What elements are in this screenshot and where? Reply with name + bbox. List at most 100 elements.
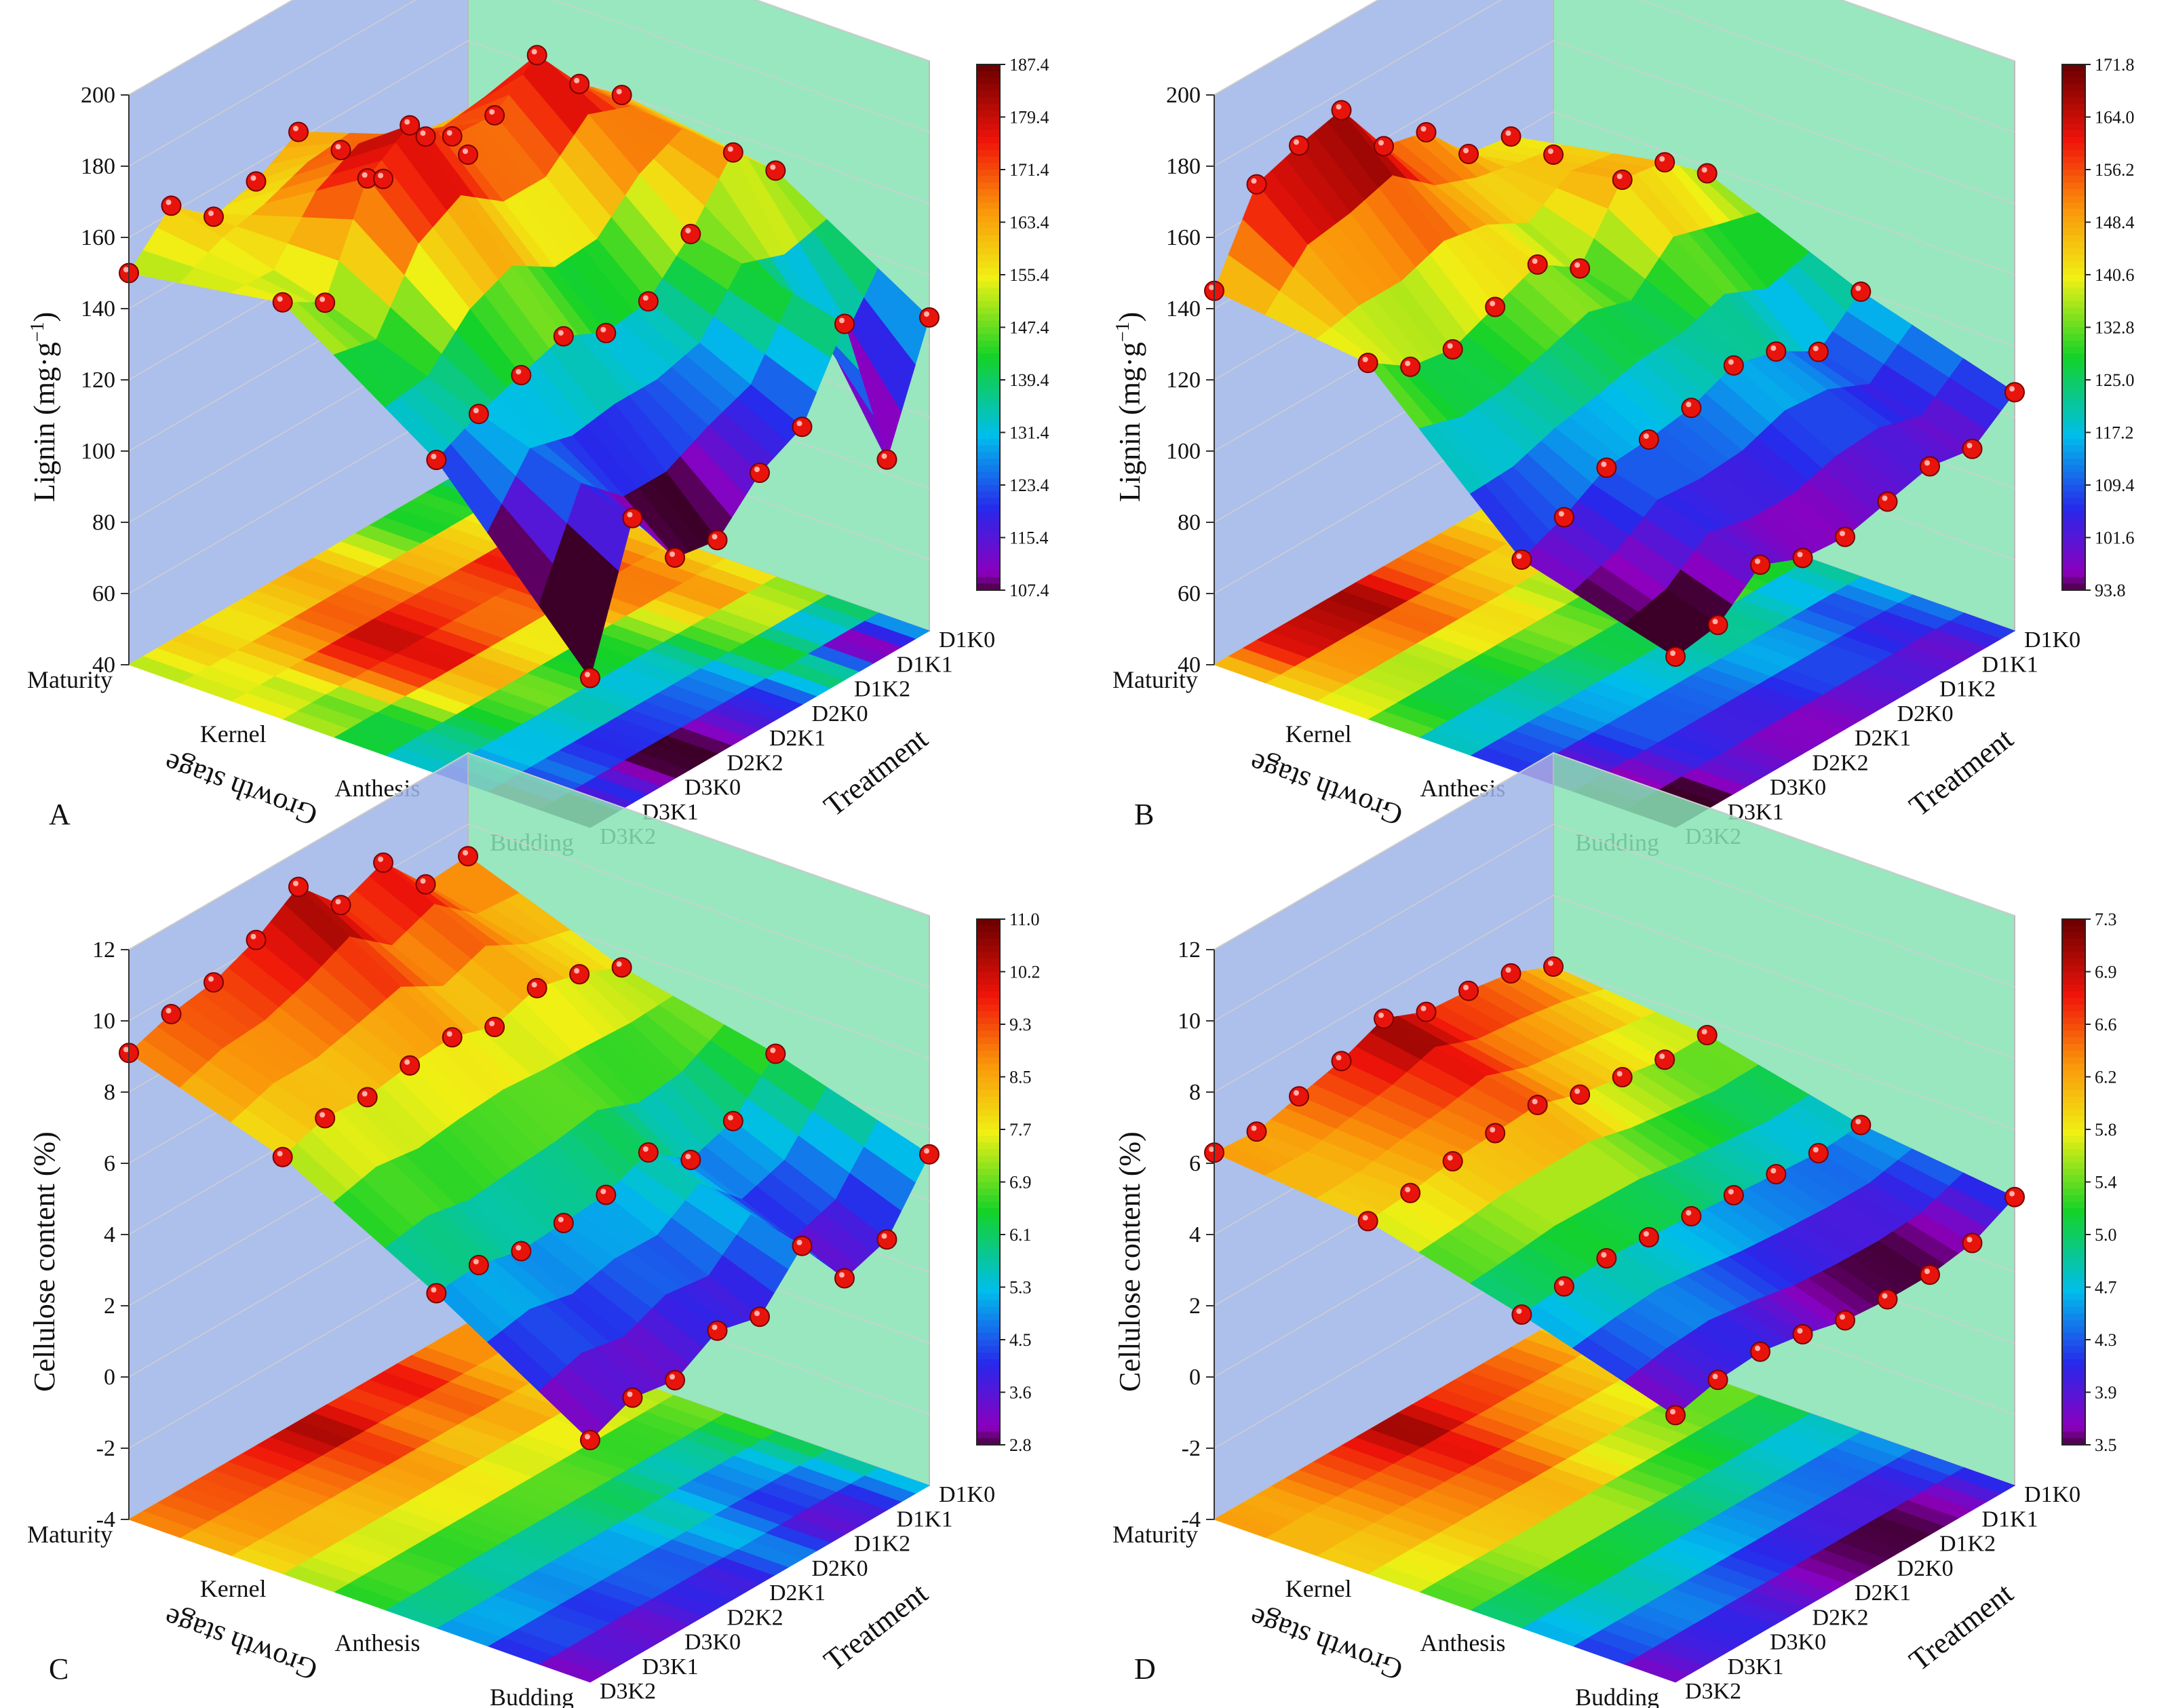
- data-point: [569, 964, 590, 985]
- colorbar-segment: [2062, 1228, 2085, 1235]
- colorbar-segment: [2062, 465, 2085, 473]
- data-point: [638, 1142, 659, 1163]
- z-axis-title-main: Cellulose content (%): [1113, 1131, 1146, 1392]
- colorbar-segment: [977, 1372, 1000, 1380]
- data-point: [876, 449, 897, 470]
- colorbar-segment: [2062, 307, 2085, 315]
- colorbar-segment: [977, 215, 1000, 223]
- data-point: [204, 972, 224, 993]
- data-point: [765, 160, 786, 181]
- colorbar-segment: [2062, 471, 2085, 480]
- data-point: [246, 929, 267, 950]
- colorbar-segment: [2062, 1353, 2085, 1361]
- z-tick-label: -4: [1182, 1507, 1201, 1532]
- colorbar-segment: [2062, 163, 2085, 170]
- colorbar-segment: [977, 288, 1000, 296]
- colorbar-segment: [2062, 1188, 2085, 1196]
- data-point-highlight: [754, 467, 760, 472]
- colorbar-segment: [2062, 524, 2085, 532]
- colorbar-segment: [977, 1247, 1000, 1256]
- colorbar-segment: [2062, 971, 2085, 979]
- colorbar-tick-label: 5.4: [2095, 1173, 2117, 1192]
- colorbar-segment: [2062, 189, 2085, 197]
- z-axis: -4 -2 0 2 4 6 8 10 12 Cellulose content (%): [1113, 937, 1215, 1532]
- data-point-highlight: [404, 1059, 410, 1065]
- data-point-highlight: [600, 327, 606, 332]
- data-point-highlight: [463, 149, 468, 154]
- data-point: [1500, 963, 1522, 984]
- colorbar-segment: [977, 1392, 1000, 1400]
- colorbar-segment: [977, 1129, 1000, 1137]
- surface: [128, 54, 930, 679]
- colorbar-tick-label: 5.8: [2095, 1120, 2117, 1140]
- data-point: [1596, 457, 1617, 478]
- grid-line-z: [128, 752, 930, 950]
- treatment-label: D3K1: [642, 1654, 699, 1680]
- growth-stage-label: Anthesis: [334, 1629, 420, 1656]
- colorbar-segment: [2062, 1070, 2085, 1078]
- colorbar-segment: [2062, 77, 2085, 85]
- colorbar-tick-label: 6.6: [2095, 1015, 2117, 1034]
- data-point: [373, 168, 393, 189]
- data-point-highlight: [319, 296, 326, 303]
- colorbar-segment: [2062, 406, 2085, 414]
- colorbar-segment: [2062, 577, 2085, 585]
- colorbar-tick-label: 107.4: [1009, 581, 1049, 600]
- z-axis-title: Cellulose content (%): [28, 1131, 61, 1392]
- z-tick-label: 180: [1166, 154, 1201, 179]
- data-point: [680, 1150, 701, 1170]
- colorbar-segment: [977, 320, 1000, 328]
- colorbar-segment: [2062, 241, 2085, 250]
- colorbar-segment: [2062, 945, 2085, 953]
- data-point-highlight: [1797, 551, 1803, 558]
- data-point: [468, 1255, 489, 1275]
- z-axis: -4 -2 0 2 4 6 8 10 12 Cellulose content (%): [28, 937, 130, 1532]
- colorbar-segment: [2062, 1431, 2085, 1439]
- colorbar-segment: [2062, 939, 2085, 946]
- colorbar-segment: [977, 505, 1000, 512]
- data-point: [1808, 1143, 1829, 1163]
- colorbar-segment: [2062, 294, 2085, 302]
- data-point-highlight: [1362, 1215, 1368, 1221]
- data-point-highlight: [123, 267, 129, 273]
- data-point-highlight: [1924, 460, 1930, 466]
- data-point: [458, 846, 478, 867]
- colorbar-segment: [977, 254, 1000, 263]
- data-point: [1654, 1049, 1675, 1070]
- colorbar-segment: [2062, 1129, 2085, 1137]
- data-point-highlight: [685, 1154, 691, 1159]
- z-axis-title: Lignin (mg·g−1): [27, 312, 61, 502]
- colorbar-segment: [977, 1089, 1000, 1098]
- data-point: [1442, 1151, 1463, 1171]
- colorbar-segment: [977, 544, 1000, 551]
- data-point-highlight: [712, 1324, 718, 1330]
- colorbar-segment: [977, 1188, 1000, 1196]
- data-point-highlight: [1490, 1127, 1496, 1133]
- data-point: [1246, 1121, 1267, 1142]
- colorbar-segment: [2062, 393, 2085, 401]
- colorbar-segment: [977, 373, 1000, 381]
- colorbar-segment: [977, 380, 1000, 387]
- data-point: [1681, 397, 1702, 419]
- colorbar-segment: [977, 1030, 1000, 1039]
- treatment-label: D1K2: [1939, 1532, 1996, 1557]
- colorbar-segment: [2062, 123, 2085, 131]
- z-tick-label: 100: [81, 439, 115, 464]
- data-point-highlight: [166, 1008, 172, 1013]
- colorbar-segment: [2062, 439, 2085, 446]
- data-point-highlight: [1378, 140, 1384, 146]
- data-point: [765, 1043, 786, 1064]
- colorbar-tick-label: 125.0: [2095, 370, 2135, 390]
- colorbar-segment: [2062, 1208, 2085, 1216]
- data-point: [1416, 1001, 1437, 1022]
- colorbar-segment: [2062, 1412, 2085, 1420]
- data-point: [1920, 1264, 1940, 1285]
- colorbar-segment: [2062, 1424, 2085, 1433]
- colorbar-segment: [2062, 1319, 2085, 1327]
- surface-cell: [538, 564, 605, 679]
- colorbar-segment: [977, 518, 1000, 526]
- colorbar-segment: [2062, 222, 2085, 230]
- data-point-highlight: [166, 199, 172, 206]
- colorbar-tick-label: 155.4: [1009, 265, 1049, 285]
- data-point-highlight: [1728, 359, 1734, 365]
